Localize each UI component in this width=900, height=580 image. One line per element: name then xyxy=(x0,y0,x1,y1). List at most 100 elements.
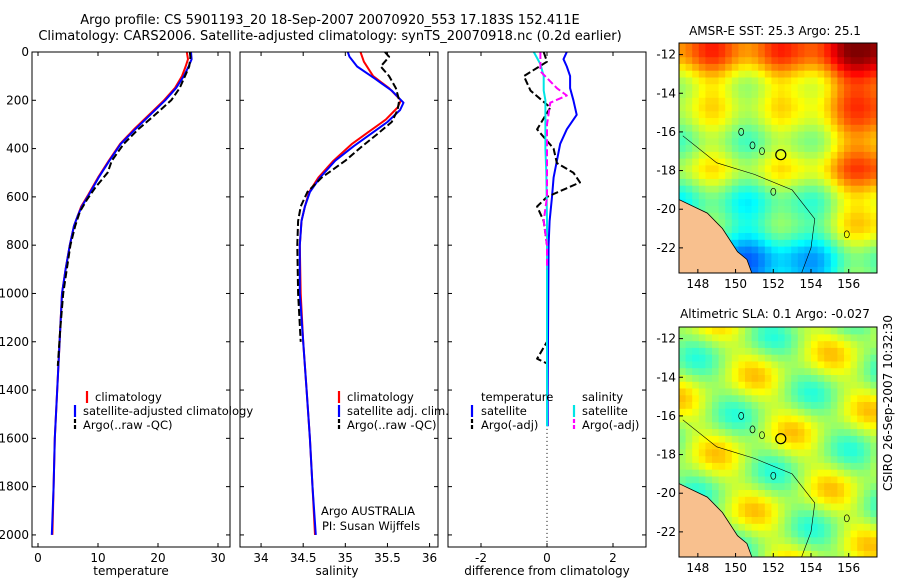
map-cell xyxy=(758,367,766,375)
map-cell xyxy=(705,394,713,402)
map-cell xyxy=(811,110,819,118)
map-cell xyxy=(870,103,877,112)
map-cell xyxy=(738,523,746,531)
map-cell xyxy=(685,198,693,206)
map-cell xyxy=(830,63,838,71)
map-cell xyxy=(725,516,733,524)
map-cell xyxy=(705,333,713,342)
map-cell xyxy=(712,144,720,152)
map-cell xyxy=(837,489,845,497)
map-cell xyxy=(738,367,746,375)
map-cell xyxy=(830,475,838,484)
map-cell xyxy=(824,381,832,389)
map-cell xyxy=(738,340,746,348)
map-cell xyxy=(738,110,746,118)
map-cell xyxy=(764,543,772,551)
map-cell xyxy=(824,509,832,517)
map-cell xyxy=(698,49,706,58)
map-cell xyxy=(824,83,832,91)
map-cell xyxy=(791,442,799,450)
map-cell xyxy=(725,151,733,159)
map-cell xyxy=(824,232,832,240)
map-cell xyxy=(804,205,812,213)
map-cell xyxy=(764,327,772,335)
map-cell xyxy=(797,56,805,64)
argo-float-marker xyxy=(775,149,787,161)
map-cell xyxy=(817,482,825,490)
map-cell xyxy=(830,158,838,166)
map-cell xyxy=(731,462,739,470)
map-cell xyxy=(784,523,792,531)
map-cell xyxy=(791,259,799,267)
map-cell xyxy=(745,442,753,450)
map-cell xyxy=(844,408,852,416)
map-cell xyxy=(751,496,759,504)
map-cell xyxy=(811,428,819,436)
map-cell xyxy=(725,117,733,125)
map-cell xyxy=(738,185,746,193)
map-cell xyxy=(824,496,832,504)
map-cell xyxy=(738,90,746,98)
map-cell xyxy=(804,543,812,551)
map-cell xyxy=(692,164,700,173)
map-cell xyxy=(731,333,739,342)
map-cell xyxy=(797,387,805,396)
map-cell xyxy=(877,43,884,50)
map-cell xyxy=(764,245,772,254)
map-cell xyxy=(830,266,838,273)
map-cell xyxy=(778,327,786,335)
map-cell xyxy=(804,448,812,457)
map-cell xyxy=(863,97,871,105)
map-cell xyxy=(837,137,845,146)
map-cell xyxy=(679,394,687,402)
map-cell xyxy=(745,435,753,443)
map-cell xyxy=(817,259,825,267)
map-cell xyxy=(731,185,739,193)
map-cell xyxy=(784,56,792,64)
salinity-legend: climatology satellite adj. clim. Argo(..… xyxy=(337,390,449,432)
map-cell xyxy=(705,347,713,355)
map-cell xyxy=(811,543,819,551)
map-cell xyxy=(844,455,852,463)
map-cell xyxy=(791,191,799,200)
map-cell xyxy=(679,137,687,146)
map-cell xyxy=(857,239,865,247)
map-cell xyxy=(830,252,838,261)
map-cell xyxy=(758,448,766,457)
map-cell xyxy=(758,97,766,105)
map-cell xyxy=(863,76,871,85)
map-cell xyxy=(745,475,753,484)
map-cell xyxy=(718,130,726,139)
map-cell xyxy=(698,137,706,146)
map-cell xyxy=(817,333,825,342)
map-cell xyxy=(731,435,739,443)
map-cell xyxy=(771,266,779,273)
map-cell xyxy=(797,543,805,551)
map-cell xyxy=(685,164,693,173)
map-cell xyxy=(857,117,865,125)
map-cell xyxy=(771,144,779,152)
map-cell xyxy=(778,442,786,450)
map-cell xyxy=(758,130,766,139)
map-cell xyxy=(784,137,792,146)
map-cell xyxy=(685,117,693,125)
difference-panel: -2 0 2 difference from climatology tempera… xyxy=(447,51,647,578)
map-cell xyxy=(738,354,746,362)
map-cell xyxy=(778,178,786,186)
map-cell xyxy=(784,414,792,423)
map-cell xyxy=(850,76,858,85)
map-cell xyxy=(725,509,733,517)
map-cell xyxy=(771,529,779,538)
map-cell xyxy=(804,245,812,254)
map-cell xyxy=(751,428,759,436)
map-cell xyxy=(850,354,858,362)
map-cell xyxy=(837,340,845,348)
y-tick-label: 1000 xyxy=(0,286,29,300)
map-cell xyxy=(837,469,845,477)
map-cell xyxy=(725,496,733,504)
map-cell xyxy=(837,225,845,233)
map-cell xyxy=(824,198,832,206)
map-cell xyxy=(863,340,871,348)
map-cell xyxy=(791,245,799,254)
map-cell xyxy=(784,124,792,132)
